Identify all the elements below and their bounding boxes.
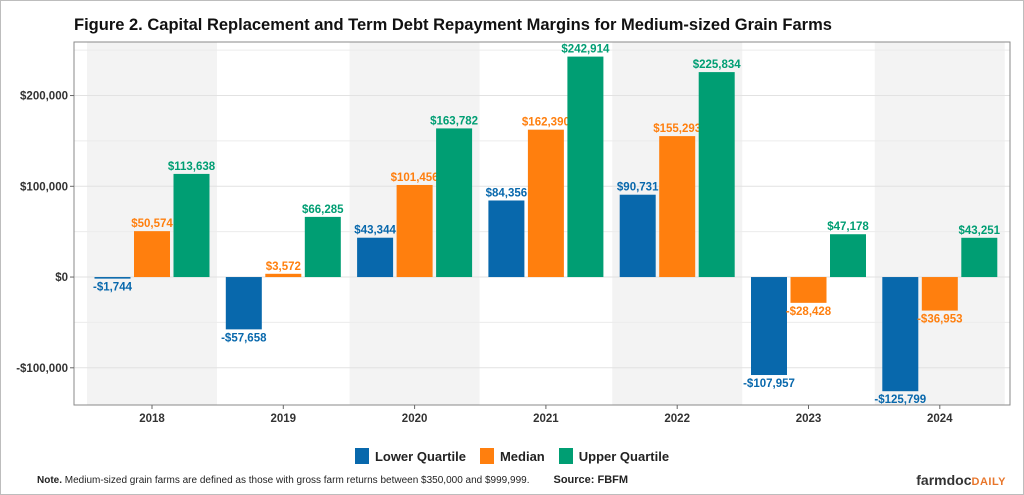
legend-label: Upper Quartile (578, 448, 670, 464)
legend-label: Lower Quartile (374, 448, 466, 464)
legend-item: Upper Quartile (558, 448, 670, 464)
logo-accent: DAILY (971, 476, 1006, 488)
x-tick-label: 2018 (139, 413, 165, 425)
bar-upper-quartile-2023 (830, 234, 866, 278)
bar-upper-quartile-2018 (173, 173, 210, 278)
data-label: -$36,953 (917, 314, 962, 326)
legend: Lower Quartile Median Upper Quartile (0, 448, 1024, 464)
note: Note. Medium-sized grain farms are defin… (37, 475, 530, 486)
bar-median-2018 (134, 231, 170, 278)
chart-title: Figure 2. Capital Replacement and Term D… (74, 16, 832, 34)
legend-swatch (479, 448, 494, 464)
bar-lower-quartile-2019 (225, 277, 262, 330)
data-label: $3,572 (266, 261, 301, 273)
data-label: -$28,428 (786, 306, 832, 318)
y-tick-label: $100,000 (20, 181, 68, 193)
bar-upper-quartile-2019 (304, 216, 341, 278)
bar-lower-quartile-2024 (882, 277, 919, 392)
source: Source: FBFM (553, 474, 629, 486)
bar-lower-quartile-2023 (751, 277, 787, 376)
note-text: Medium-sized grain farms are defined as … (62, 475, 530, 486)
legend-label: Median (499, 448, 545, 464)
data-label: $162,390 (522, 117, 570, 129)
data-label: $242,914 (561, 44, 610, 56)
data-label: $47,178 (827, 221, 869, 233)
bar-median-2019 (265, 273, 302, 278)
plot-border (73, 41, 1011, 406)
data-label: -$125,799 (874, 394, 926, 406)
x-tick-label: 2021 (533, 413, 559, 425)
note-label: Note. (37, 475, 62, 486)
data-label: $50,574 (131, 218, 173, 230)
data-label: $84,356 (486, 187, 528, 199)
data-label: -$1,744 (93, 282, 133, 294)
data-label: -$57,658 (221, 332, 267, 344)
data-label: $43,251 (959, 225, 1001, 237)
x-tick-label: 2019 (271, 413, 297, 425)
data-label: -$107,957 (743, 378, 795, 390)
y-tick-label: $0 (55, 272, 68, 284)
farmdoc-logo: farmdocDAILY (916, 472, 1006, 488)
legend-item: Median (479, 448, 545, 464)
bar-lower-quartile-2018 (94, 277, 131, 279)
data-label: $163,782 (430, 115, 478, 127)
bar-lower-quartile-2022 (619, 194, 656, 278)
data-label: $90,731 (617, 182, 659, 194)
bar-lower-quartile-2021 (488, 200, 525, 278)
bar-upper-quartile-2022 (698, 72, 735, 278)
y-tick-label: $200,000 (20, 91, 68, 103)
x-tick-label: 2022 (664, 413, 690, 425)
y-tick-label: -$100,000 (16, 363, 68, 375)
data-label: $155,293 (653, 123, 701, 135)
bar-upper-quartile-2024 (961, 237, 998, 278)
data-label: $43,344 (354, 225, 396, 237)
legend-swatch (354, 448, 369, 464)
x-tick-label: 2020 (402, 413, 428, 425)
legend-swatch (558, 448, 573, 464)
bar-upper-quartile-2020 (436, 128, 473, 278)
bar-median-2022 (659, 136, 696, 278)
data-label: $101,456 (391, 172, 439, 184)
bar-lower-quartile-2020 (357, 237, 394, 278)
bar-median-2021 (527, 129, 564, 278)
legend-item: Lower Quartile (354, 448, 466, 464)
x-tick-label: 2023 (796, 413, 822, 425)
data-label: $113,638 (168, 161, 216, 173)
bar-median-2024 (921, 277, 958, 311)
bar-median-2020 (396, 184, 433, 278)
logo-main: farmdoc (916, 472, 972, 488)
footer-row: Note. Medium-sized grain farms are defin… (37, 474, 628, 486)
bar-upper-quartile-2021 (567, 56, 604, 278)
bar-median-2023 (790, 277, 827, 303)
data-label: $66,285 (302, 204, 344, 216)
data-label: $225,834 (693, 59, 742, 71)
x-tick-label: 2024 (927, 413, 953, 425)
